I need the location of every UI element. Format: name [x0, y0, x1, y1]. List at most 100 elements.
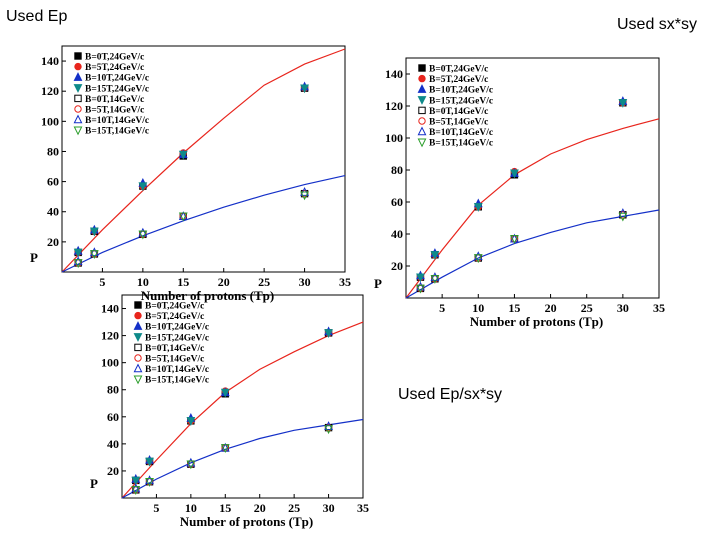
- fit-line-1: [405, 209, 660, 299]
- y-tick-label: 60: [47, 175, 59, 189]
- data-point: [73, 259, 83, 269]
- x-tick-label: 15: [219, 501, 231, 515]
- y-axis-label: P: [30, 250, 38, 265]
- legend-marker: [134, 301, 142, 309]
- legend-label: B=5T,14GeV/c: [429, 118, 488, 128]
- y-tick-label: 140: [41, 54, 59, 68]
- data-point: [510, 235, 519, 244]
- legend-label: B=10T,14GeV/c: [85, 116, 149, 126]
- data-point: [138, 227, 148, 237]
- y-tick-label: 140: [101, 302, 119, 316]
- series-6: [73, 187, 309, 266]
- legend-label: B=15T,14GeV/c: [85, 127, 149, 137]
- caption-used-ep-over-sx-sy: Used Ep/sx*sy: [398, 386, 503, 403]
- legend-label: B=0T,24GeV/c: [85, 53, 144, 63]
- series-3: [131, 329, 333, 486]
- legend-marker: [133, 333, 143, 342]
- legend-marker: [74, 62, 82, 71]
- data-point: [178, 212, 188, 222]
- data-point: [220, 444, 230, 454]
- series-7: [73, 191, 309, 269]
- legend-marker: [418, 106, 426, 115]
- plot-frame: [61, 45, 346, 273]
- data-point: [145, 475, 154, 485]
- legend-label: B=5T,24GeV/c: [85, 63, 144, 73]
- x-tick-label: 20: [254, 501, 266, 515]
- x-tick-label: 30: [299, 275, 311, 289]
- legend-marker: [133, 321, 143, 330]
- x-tick-label: 10: [185, 501, 197, 515]
- data-point: [131, 476, 141, 486]
- legend-label: B=5T,24GeV/c: [429, 75, 488, 85]
- x-tick-label: 5: [153, 501, 159, 515]
- legend-marker: [417, 138, 427, 148]
- x-axis-label: Number of protons (Tp): [470, 314, 604, 329]
- x-tick-label: 15: [508, 301, 520, 315]
- series-3: [73, 84, 309, 258]
- legend-marker: [74, 94, 82, 103]
- y-tick-label: 40: [47, 205, 59, 219]
- data-point: [186, 457, 196, 467]
- y-tick-label: 60: [391, 195, 403, 209]
- legend-marker: [134, 311, 142, 320]
- series-7: [131, 425, 333, 495]
- x-tick-label: 30: [323, 501, 335, 515]
- legend-label: B=0T,24GeV/c: [145, 302, 204, 312]
- x-tick-label: 10: [472, 301, 484, 315]
- data-point: [473, 254, 483, 264]
- data-point: [430, 275, 440, 284]
- fit-line-1: [61, 175, 346, 273]
- plot-frame: [121, 294, 364, 499]
- data-point: [89, 227, 99, 237]
- y-tick-label: 100: [101, 356, 119, 370]
- legend-label: B=15T,14GeV/c: [145, 376, 209, 386]
- y-tick-label: 40: [391, 227, 403, 241]
- x-tick-label: 35: [653, 301, 665, 315]
- y-tick-label: 120: [385, 99, 403, 113]
- data-point: [473, 251, 483, 261]
- data-point: [145, 478, 154, 487]
- fit-line-0: [61, 48, 346, 273]
- series-5: [132, 423, 333, 494]
- data-point: [145, 457, 154, 467]
- legend-label: B=15T,24GeV/c: [429, 96, 493, 106]
- data-point: [89, 250, 99, 260]
- legend-label: B=10T,14GeV/c: [145, 365, 209, 375]
- x-tick-label: 25: [288, 501, 300, 515]
- legend-label: B=10T,14GeV/c: [429, 128, 493, 138]
- data-point: [416, 273, 425, 283]
- legend: B=0T,24GeV/cB=5T,24GeV/cB=10T,24GeV/cB=1…: [133, 301, 209, 386]
- legend: B=0T,24GeV/cB=5T,24GeV/cB=10T,24GeV/cB=1…: [417, 64, 493, 149]
- x-tick-label: 35: [357, 501, 369, 515]
- data-point: [131, 486, 141, 495]
- x-axis-label: Number of protons (Tp): [180, 514, 314, 529]
- legend-marker: [74, 105, 82, 113]
- series-5: [416, 211, 627, 293]
- y-tick-label: 20: [107, 464, 119, 478]
- legend-marker: [417, 84, 427, 93]
- legend-label: B=5T,14GeV/c: [145, 355, 204, 365]
- x-tick-label: 25: [581, 301, 593, 315]
- data-point: [416, 284, 425, 294]
- x-tick-label: 25: [258, 275, 270, 289]
- y-axis-label: P: [90, 476, 98, 491]
- x-tick-label: 5: [99, 275, 105, 289]
- legend-label: B=0T,14GeV/c: [145, 344, 204, 354]
- data-point: [510, 169, 519, 179]
- data-point: [473, 203, 483, 212]
- series-7: [416, 212, 628, 294]
- series-5: [74, 189, 309, 267]
- data-point: [324, 425, 333, 435]
- x-tick-label: 20: [545, 301, 557, 315]
- legend-marker: [73, 114, 83, 124]
- data-point: [186, 417, 196, 426]
- legend-marker: [74, 52, 82, 60]
- series-4: [132, 423, 333, 494]
- legend-label: B=10T,24GeV/c: [145, 323, 209, 333]
- y-tick-label: 20: [47, 235, 59, 249]
- y-tick-label: 60: [107, 410, 119, 424]
- scatter-chart-sx-sy: 5 10 15 20 25 30 35 20 40 60 80 100 120 140 Number of …: [374, 57, 665, 329]
- data-point: [324, 329, 333, 339]
- legend-marker: [418, 74, 426, 83]
